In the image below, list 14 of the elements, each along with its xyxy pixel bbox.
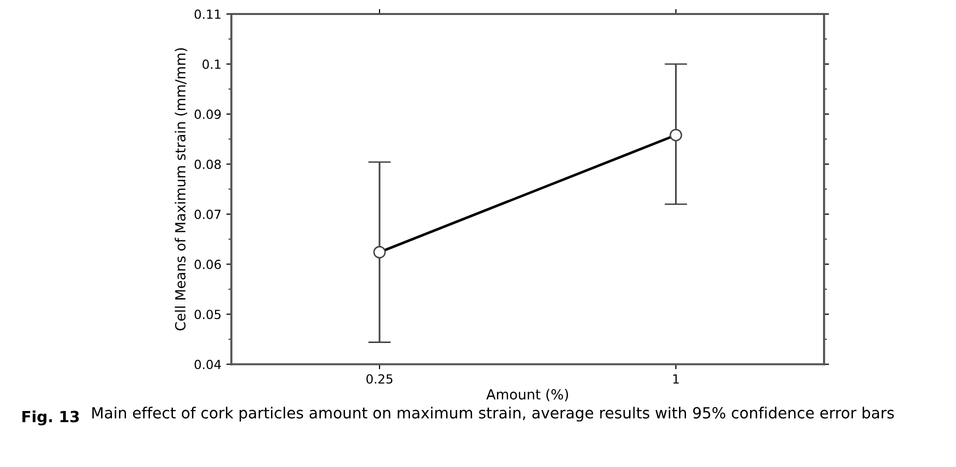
x-axis-title: Amount (%) bbox=[486, 388, 568, 402]
y-tick-label: 0.07 bbox=[194, 210, 221, 220]
caption: Fig. 13 bbox=[22, 410, 79, 426]
y-tick-label: 0.06 bbox=[194, 260, 221, 270]
y-tick-label: 0.1 bbox=[202, 60, 220, 69]
text: Main effect of cork particles amount on maximum strain, average results with 95% confidence error bars bbox=[92, 406, 894, 422]
y-tick-label: 0.05 bbox=[194, 310, 221, 320]
y-axis-title: Cell Means of Maximum strain (mm/mm) bbox=[174, 48, 188, 330]
y-tick-label: 0.04 bbox=[194, 360, 221, 370]
y-tick-label: 0.08 bbox=[194, 160, 221, 170]
y-tick-label: 0.11 bbox=[194, 9, 220, 19]
x-tick-label: 1 bbox=[673, 374, 679, 384]
x-tick-label: 0.25 bbox=[366, 374, 392, 384]
y-tick-label: 0.09 bbox=[194, 110, 221, 120]
